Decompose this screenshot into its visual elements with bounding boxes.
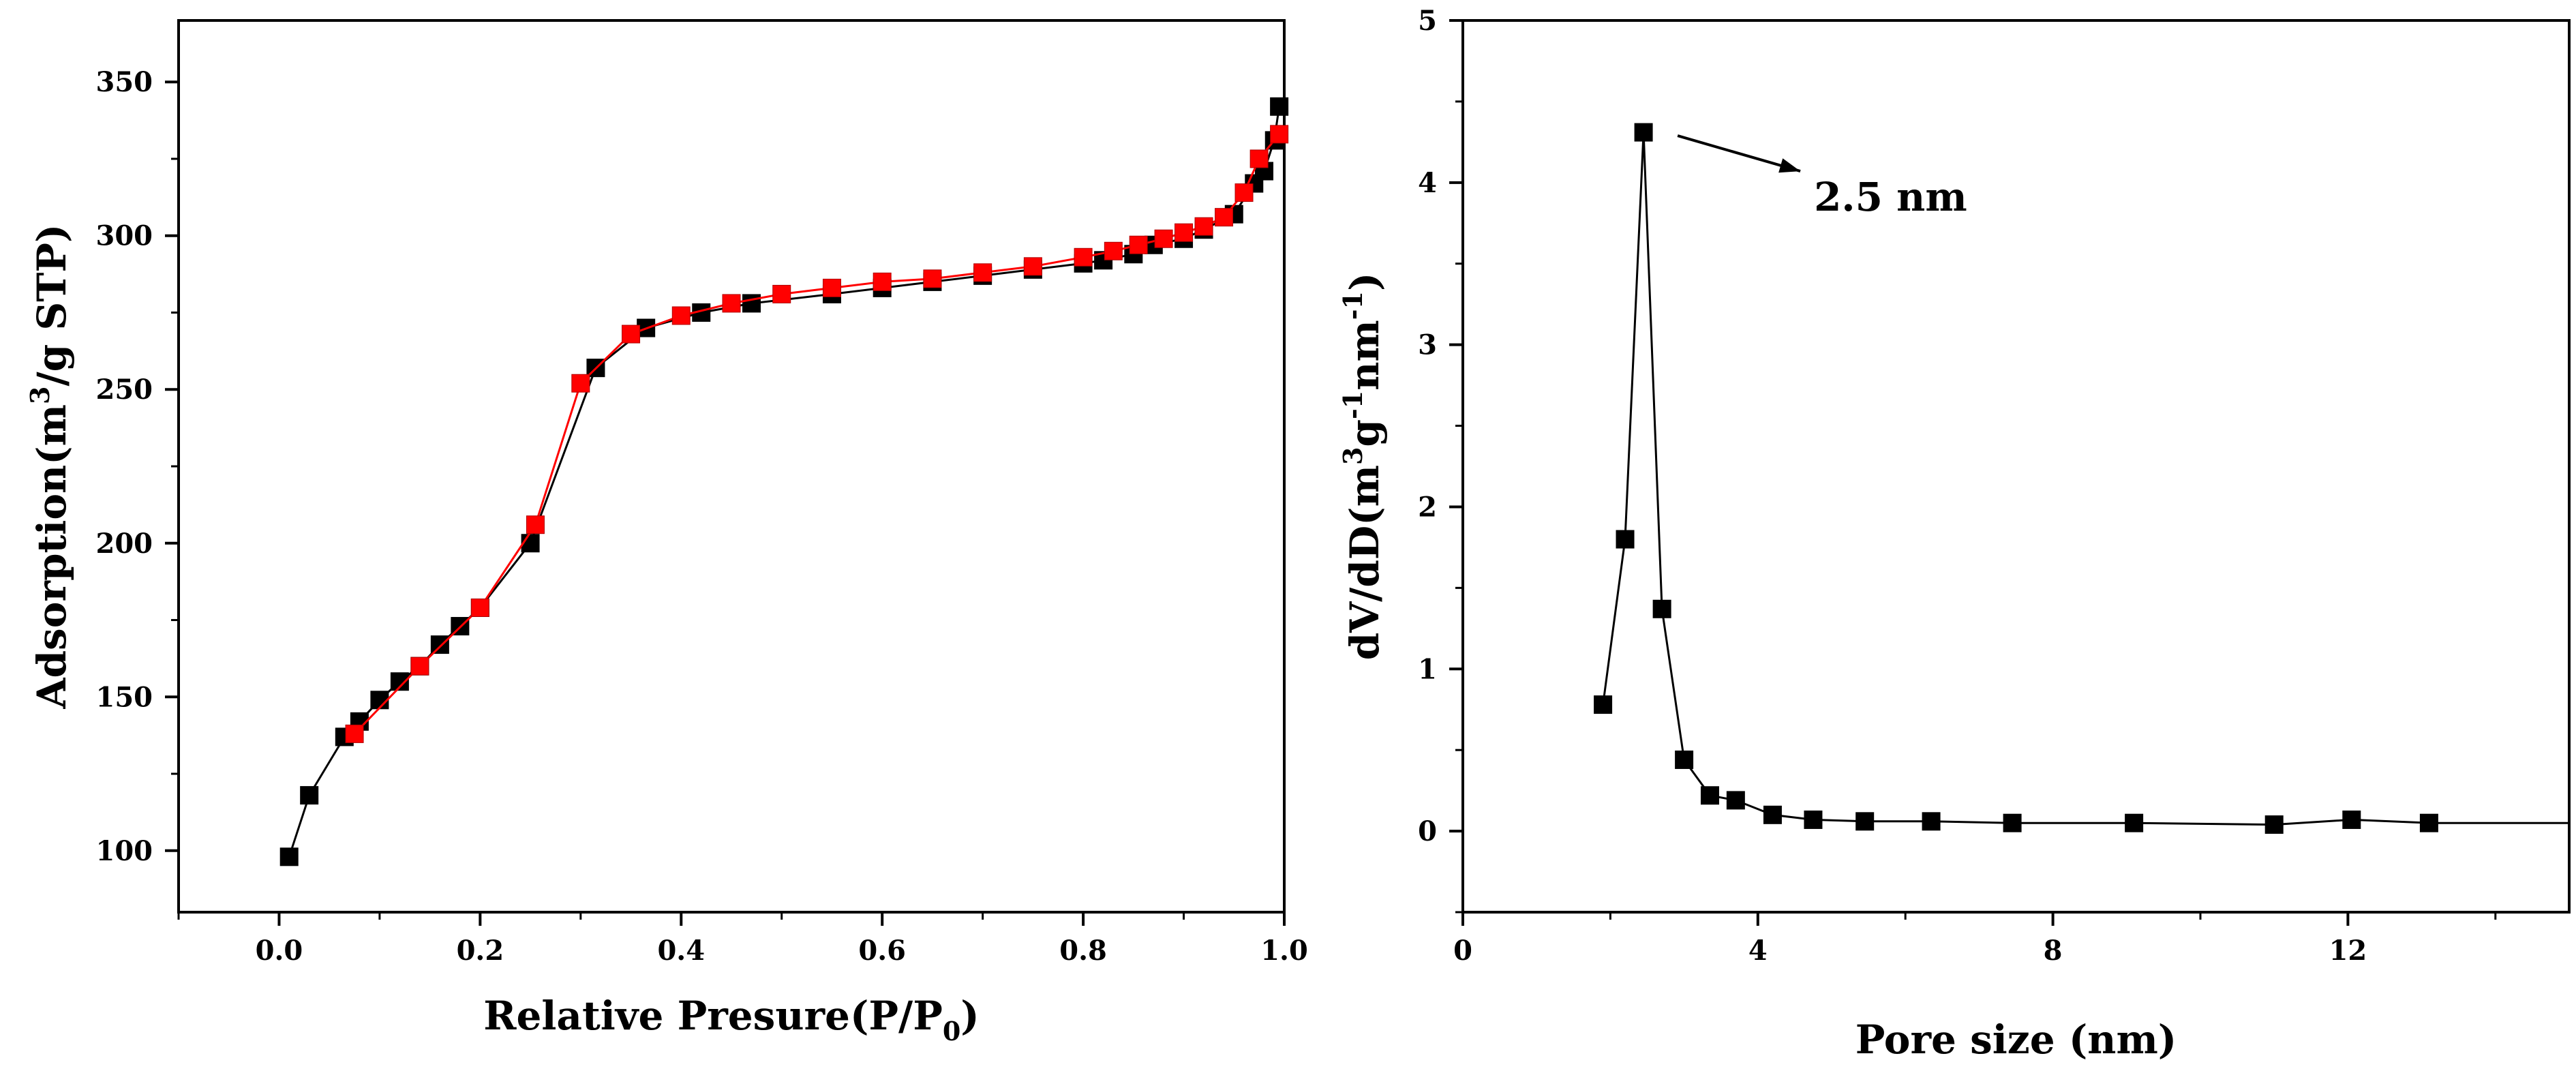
x-tick-label: 0.0 [256,935,303,967]
data-point-psd [1594,695,1613,714]
data-point-desorption [571,374,590,393]
series-line-psd [1602,132,2569,826]
data-point-desorption [1194,217,1213,236]
x-tick-label: 1.0 [1260,935,1308,967]
x-tick-label: 0.2 [457,935,504,967]
annotation-arrow-line [1677,134,1801,173]
y-tick-label: 1 [1418,653,1437,685]
x-tick-label: 0 [1453,935,1472,967]
data-point-desorption [1074,247,1093,267]
y-tick-label: 200 [96,528,153,560]
data-point-adsorption [430,635,449,654]
data-point-psd [1675,750,1694,769]
data-point-psd [2125,813,2144,832]
y-axis-title: Adsorption(m3/g STP) [25,224,75,710]
y-tick-label: 5 [1418,5,1437,37]
data-point-desorption [873,272,892,291]
data-point-desorption [671,306,691,325]
x-axis-title: Pore size (nm) [1855,1016,2177,1063]
data-point-desorption [410,657,429,676]
x-tick-label: 0.8 [1059,935,1107,967]
data-point-psd [1634,123,1653,142]
data-point-psd [2003,813,2022,832]
y-tick-label: 0 [1418,815,1437,847]
y-tick-label: 3 [1418,329,1437,361]
y-tick-label: 2 [1418,491,1437,523]
data-point-psd [1652,599,1671,618]
data-point-psd [1700,786,1719,805]
data-point-adsorption [370,691,389,710]
data-point-desorption [622,325,641,344]
data-point-desorption [1129,235,1148,254]
data-point-desorption [973,263,992,282]
plot-frame [177,19,1286,914]
data-point-adsorption [279,847,299,866]
data-point-desorption [1154,229,1173,248]
data-point-desorption [1249,149,1269,168]
y-tick-label: 150 [96,681,153,713]
data-point-desorption [822,278,841,297]
data-point-psd [1726,791,1745,810]
data-point-adsorption [300,786,319,805]
data-point-psd [2264,815,2284,834]
data-point-desorption [923,269,942,288]
annotation-arrow-head [1778,158,1801,173]
data-point-desorption [1175,223,1194,242]
data-point-desorption [1234,183,1254,202]
data-point-desorption [1270,125,1289,144]
data-point-psd [1855,812,1875,831]
y-tick-label: 250 [96,374,153,406]
y-tick-label: 350 [96,66,153,98]
data-point-desorption [722,294,741,313]
annotation-label: 2.5 nm [1814,174,1967,220]
data-point-desorption [470,598,489,617]
data-point-desorption [1215,208,1234,227]
data-point-adsorption [1270,97,1289,116]
data-point-adsorption [742,294,761,313]
data-point-psd [2419,813,2438,832]
y-tick-label: 300 [96,220,153,252]
series-line-adsorption [288,106,1281,858]
isotherm-chart: 0.0 0.2 0.4 0.6 0.8 1.0 100 150 200 250 300 350 Rela… [25,19,1308,1046]
data-point-psd [1763,805,1782,824]
x-tick-label: 8 [2044,935,2063,967]
data-point-psd [2342,810,2361,829]
x-tick-label: 4 [1748,935,1768,967]
data-point-psd [1616,530,1635,549]
data-point-psd [1804,810,1823,829]
x-axis-title: Relative Presure(P/P0) [483,993,979,1046]
series-line-desorption [353,133,1280,735]
x-tick-label: 0.4 [657,935,705,967]
y-axis-title: dV/dD(m3g-1nm-1) [1337,273,1388,661]
y-tick-label: 100 [96,835,153,867]
data-point-desorption [772,284,791,303]
y-tick-label: 4 [1418,167,1437,199]
data-point-adsorption [521,534,540,553]
x-tick-label: 0.6 [858,935,906,967]
plot-frame [1461,19,2571,914]
x-tick-label: 12 [2329,935,2367,967]
data-point-desorption [1023,257,1042,276]
data-point-desorption [526,515,545,534]
data-point-desorption [345,724,364,743]
data-point-psd [1922,812,1941,831]
data-point-desorption [1104,241,1123,260]
